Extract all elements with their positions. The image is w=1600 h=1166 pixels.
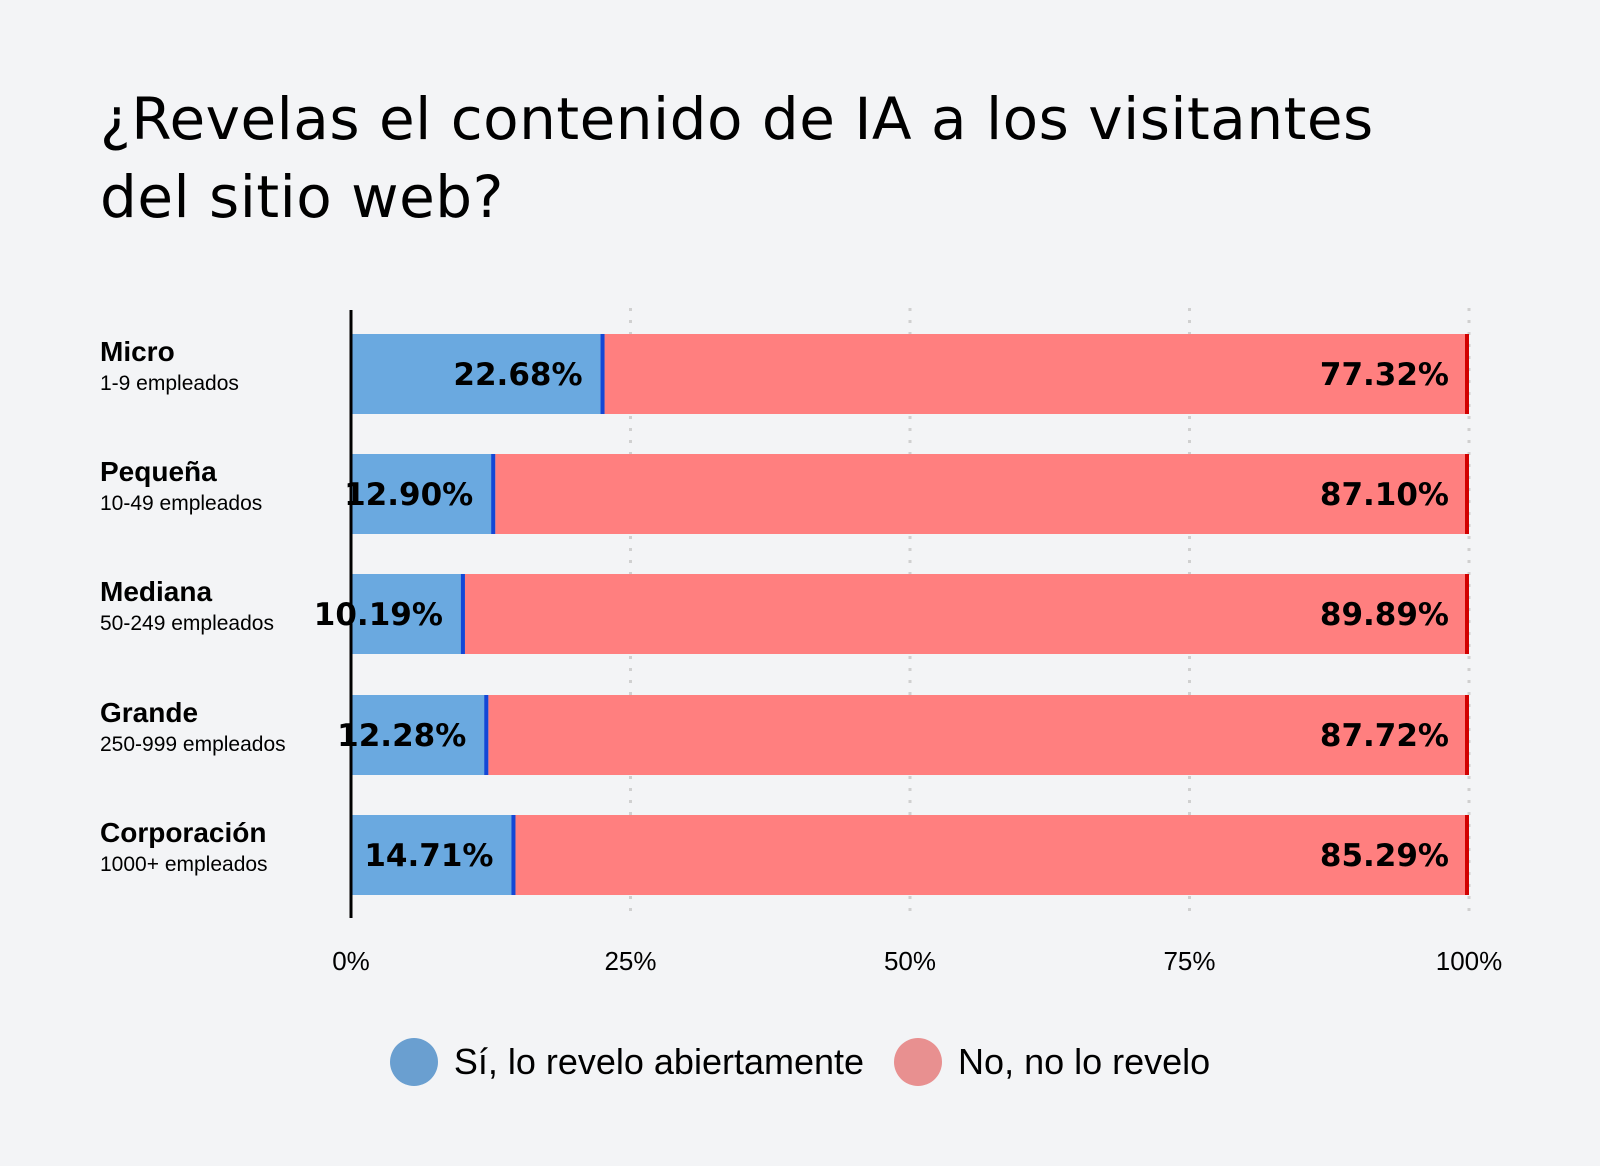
bar-yes	[351, 574, 465, 654]
x-tick-label: 75%	[1163, 946, 1215, 976]
bar-no	[604, 334, 1469, 414]
x-tick-label: 50%	[884, 946, 936, 976]
bar-no	[515, 815, 1469, 895]
category-label: Corporación 1000+ empleados	[100, 817, 268, 877]
data-label-yes: 12.28%	[337, 718, 466, 754]
bar-yes-edge	[460, 574, 465, 654]
x-tick-label: 0%	[332, 946, 370, 976]
bar-no-edge	[1465, 454, 1469, 534]
category-label: Micro 1-9 empleados	[100, 336, 239, 396]
bar-no	[464, 574, 1469, 654]
data-label-yes: 10.19%	[314, 597, 443, 633]
legend-item-no: No, no lo revelo	[894, 1038, 1210, 1086]
bar-yes	[351, 334, 605, 414]
data-label-no: 77.32%	[1320, 357, 1449, 393]
category-sub: 10-49 empleados	[100, 492, 263, 515]
data-label-no: 85.29%	[1320, 838, 1449, 874]
category-sub: 1000+ empleados	[100, 853, 268, 876]
bar-no	[488, 695, 1469, 775]
bar-yes	[351, 695, 489, 775]
category-name: Pequeña	[100, 456, 217, 487]
category-label: Pequeña 10-49 empleados	[100, 456, 262, 516]
bar-no-edge	[1465, 574, 1469, 654]
category-sub: 1-9 empleados	[100, 372, 239, 395]
data-label-yes: 22.68%	[453, 357, 582, 393]
chart-title: ¿Revelas el contenido de IA a los visita…	[100, 80, 1520, 236]
bar-no	[495, 454, 1469, 534]
category-label: Grande 250-999 empleados	[100, 697, 286, 757]
category-name: Grande	[100, 697, 199, 728]
bar-no-edge	[1465, 334, 1469, 414]
bar-yes-edge	[600, 334, 605, 414]
data-label-yes: 12.90%	[344, 477, 473, 513]
bar-yes-edge	[491, 454, 496, 534]
category-name: Micro	[100, 336, 175, 367]
category-label: Mediana 50-249 empleados	[100, 576, 274, 636]
bar-yes-edge	[511, 815, 516, 895]
data-label-no: 89.89%	[1320, 597, 1449, 633]
x-tick-label: 100%	[1436, 946, 1503, 976]
data-label-no: 87.10%	[1320, 477, 1449, 513]
legend-label-yes: Sí, lo revelo abiertamente	[453, 1041, 865, 1082]
category-name: Mediana	[100, 576, 213, 607]
legend: Sí, lo revelo abiertamente No, no lo rev…	[0, 1038, 1600, 1086]
bar-yes	[351, 815, 516, 895]
bar-no-edge	[1465, 695, 1469, 775]
title-line-2: del sitio web?	[100, 163, 504, 231]
bar-no-edge	[1465, 815, 1469, 895]
category-sub: 250-999 empleados	[100, 733, 286, 756]
bar-yes	[351, 454, 496, 534]
data-label-yes: 14.71%	[364, 838, 493, 874]
legend-swatch-yes	[389, 1038, 438, 1086]
legend-label-no: No, no lo revelo	[958, 1041, 1211, 1082]
legend-swatch-no	[894, 1038, 943, 1086]
legend-item-yes: Sí, lo revelo abiertamente	[389, 1038, 865, 1086]
category-name: Corporación	[100, 817, 267, 848]
bar-yes-edge	[484, 695, 489, 775]
category-sub: 50-249 empleados	[100, 612, 274, 635]
data-label-no: 87.72%	[1320, 718, 1449, 754]
title-line-1: ¿Revelas el contenido de IA a los visita…	[100, 85, 1374, 153]
x-tick-label: 25%	[604, 946, 656, 976]
